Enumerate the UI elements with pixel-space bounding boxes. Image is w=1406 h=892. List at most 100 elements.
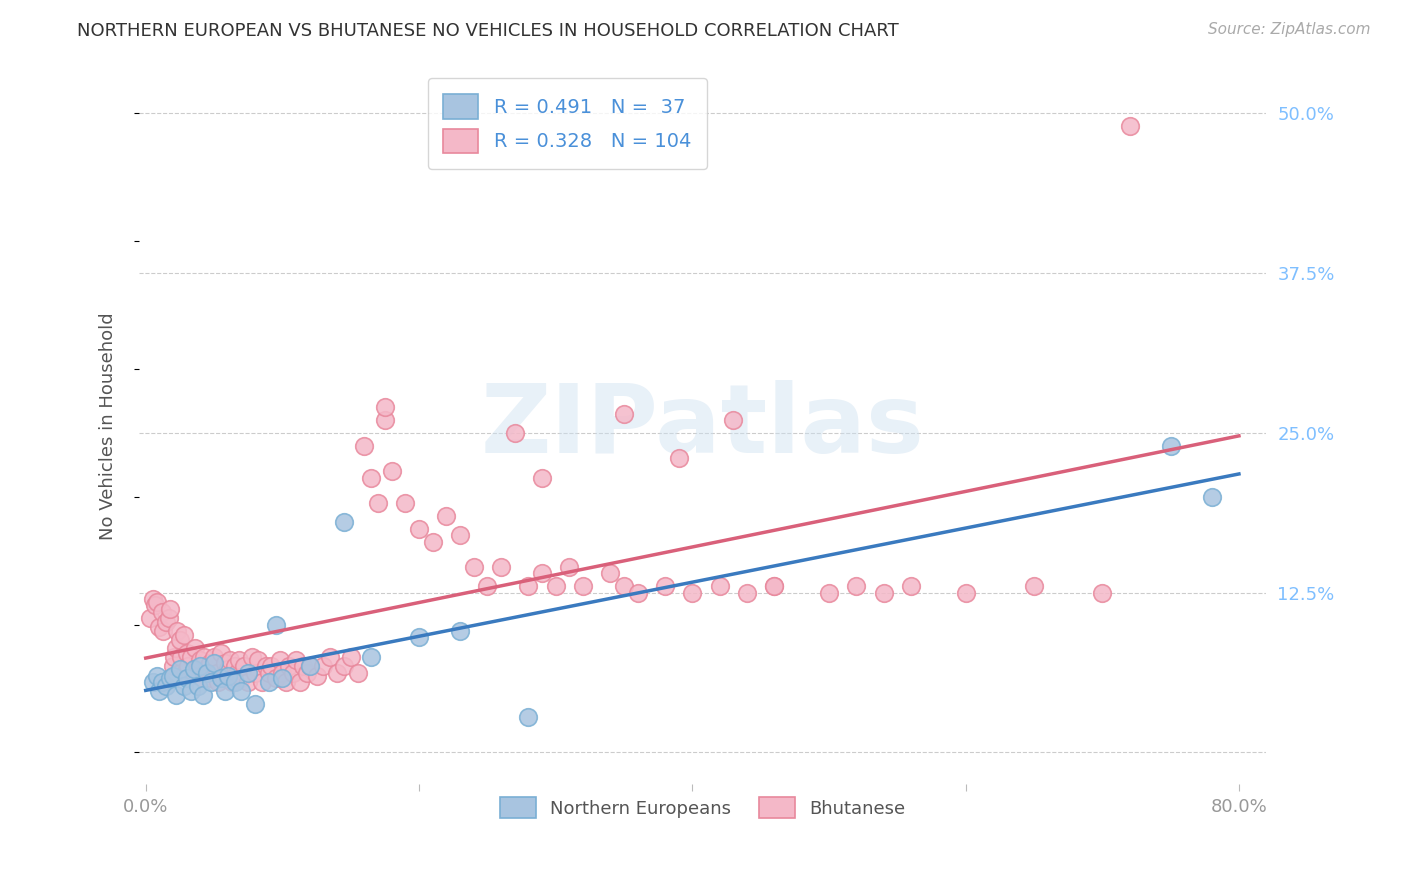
Point — [246, 653, 269, 667]
Point — [319, 649, 342, 664]
Point — [298, 658, 321, 673]
Point — [198, 656, 221, 670]
Point — [291, 658, 314, 673]
Point — [627, 585, 650, 599]
Point — [243, 666, 266, 681]
Point — [544, 579, 567, 593]
Point — [668, 451, 690, 466]
Point — [159, 602, 181, 616]
Point — [174, 666, 197, 681]
Point — [238, 675, 260, 690]
Point — [183, 662, 205, 676]
Point — [955, 585, 977, 599]
Point — [489, 560, 512, 574]
Point — [209, 646, 232, 660]
Point — [200, 671, 222, 685]
Point — [264, 671, 287, 685]
Point — [599, 566, 621, 581]
Point — [449, 624, 471, 638]
Point — [572, 579, 595, 593]
Point — [374, 413, 396, 427]
Point — [312, 658, 335, 673]
Point — [202, 656, 225, 670]
Point — [735, 585, 758, 599]
Point — [157, 611, 180, 625]
Point — [243, 697, 266, 711]
Point — [872, 585, 894, 599]
Point — [217, 662, 239, 676]
Point — [654, 579, 676, 593]
Point — [165, 688, 187, 702]
Point — [190, 671, 212, 685]
Point — [187, 679, 209, 693]
Point — [219, 653, 242, 667]
Point — [333, 658, 356, 673]
Point — [1118, 119, 1140, 133]
Point — [173, 628, 195, 642]
Point — [276, 675, 298, 690]
Point — [226, 666, 249, 681]
Point — [681, 585, 703, 599]
Point — [165, 640, 187, 655]
Point — [205, 666, 228, 681]
Point — [408, 522, 430, 536]
Point — [217, 669, 239, 683]
Point — [221, 675, 243, 690]
Point — [195, 666, 218, 681]
Point — [142, 592, 165, 607]
Point — [346, 666, 368, 681]
Point — [408, 631, 430, 645]
Point — [613, 579, 636, 593]
Point — [288, 675, 311, 690]
Point — [517, 709, 540, 723]
Point — [449, 528, 471, 542]
Point — [209, 671, 232, 685]
Point — [295, 666, 318, 681]
Point — [283, 666, 305, 681]
Point — [257, 675, 280, 690]
Point — [145, 594, 167, 608]
Point — [187, 658, 209, 673]
Point — [477, 579, 499, 593]
Point — [264, 617, 287, 632]
Point — [224, 658, 246, 673]
Point — [517, 579, 540, 593]
Point — [278, 658, 301, 673]
Point — [228, 653, 250, 667]
Point — [207, 675, 229, 690]
Point — [305, 669, 328, 683]
Point — [180, 684, 202, 698]
Point — [176, 671, 198, 685]
Point — [142, 675, 165, 690]
Point — [231, 671, 253, 685]
Point — [173, 679, 195, 693]
Point — [214, 656, 236, 670]
Point — [1022, 579, 1045, 593]
Point — [170, 649, 193, 664]
Point — [162, 669, 184, 683]
Point — [148, 620, 170, 634]
Point — [190, 658, 212, 673]
Point — [845, 579, 868, 593]
Point — [360, 649, 382, 664]
Point — [155, 615, 177, 629]
Point — [195, 662, 218, 676]
Point — [184, 640, 207, 655]
Point — [176, 646, 198, 660]
Point — [257, 666, 280, 681]
Point — [326, 666, 349, 681]
Point — [214, 684, 236, 698]
Point — [148, 684, 170, 698]
Point — [240, 649, 263, 664]
Point — [1091, 585, 1114, 599]
Point — [238, 666, 260, 681]
Point — [531, 470, 554, 484]
Point — [1160, 439, 1182, 453]
Y-axis label: No Vehicles in Household: No Vehicles in Household — [100, 313, 117, 541]
Point — [233, 658, 256, 673]
Point — [166, 624, 188, 638]
Point — [298, 658, 321, 673]
Point — [723, 413, 745, 427]
Point — [159, 671, 181, 685]
Point — [763, 579, 786, 593]
